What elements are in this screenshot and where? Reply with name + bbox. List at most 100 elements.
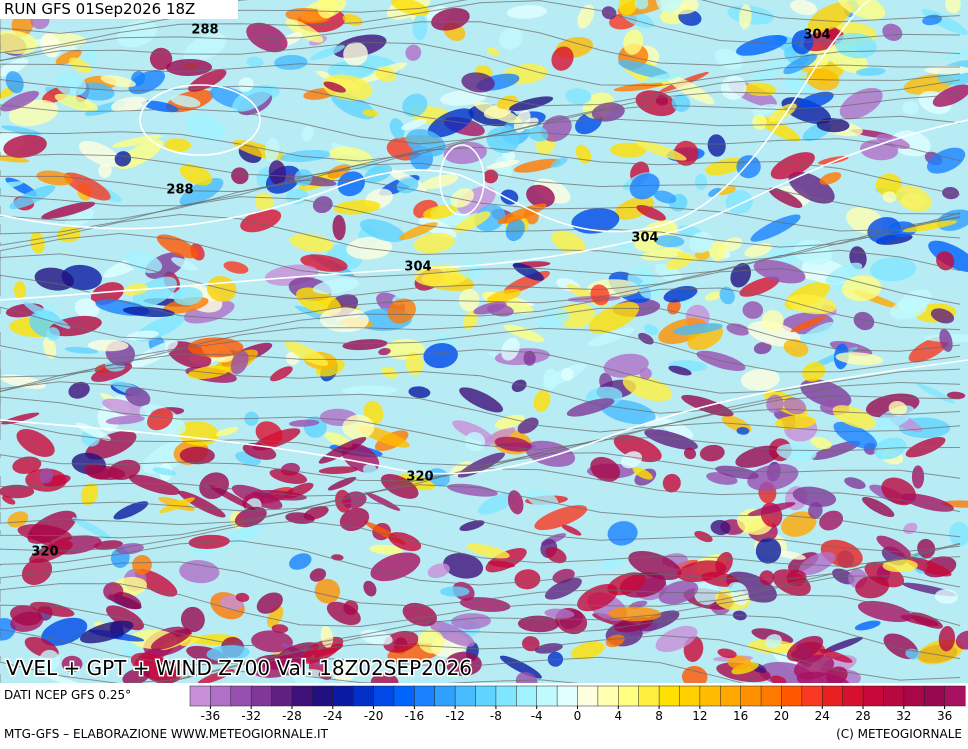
field-blob <box>752 104 779 116</box>
field-blob <box>170 95 201 108</box>
colorbar-swatch <box>720 685 742 707</box>
field-blob <box>179 560 220 584</box>
field-blob <box>264 137 280 163</box>
field-blob <box>704 291 723 301</box>
field-blob <box>910 612 943 629</box>
streamline <box>0 556 961 607</box>
streamline <box>0 249 961 300</box>
field-blob <box>110 96 147 113</box>
field-blob <box>526 184 555 208</box>
field-blob <box>903 556 952 577</box>
field-blob <box>30 231 45 254</box>
streamline <box>0 484 961 538</box>
field-blob <box>474 204 506 232</box>
field-blob <box>64 209 95 228</box>
field-blob <box>417 629 445 654</box>
field-blob <box>458 289 480 312</box>
colorbar-swatch <box>760 685 782 707</box>
streamline <box>0 575 961 628</box>
colorbar-swatch <box>740 685 762 707</box>
field-blob <box>105 415 145 425</box>
field-blob <box>627 266 654 289</box>
field-blob <box>587 327 635 347</box>
colorbar-tick-label: -12 <box>445 709 465 723</box>
field-blob <box>231 484 283 510</box>
field-blob <box>343 42 368 66</box>
field-blob <box>464 431 486 452</box>
colorbar-swatch <box>271 685 293 707</box>
field-blob <box>744 243 773 258</box>
contour-line <box>0 0 871 233</box>
field-blob <box>577 583 618 612</box>
wind-streamlines <box>0 0 961 683</box>
colorbar-swatch <box>577 685 599 707</box>
field-blob <box>643 72 681 84</box>
streamline <box>0 420 961 467</box>
field-blob <box>551 46 574 71</box>
footer-left: MTG-GFS – ELABORAZIONE WWW.METEOGIORNALE… <box>4 727 329 741</box>
field-blob <box>544 608 575 619</box>
field-blob <box>0 374 46 389</box>
field-blob <box>623 29 644 55</box>
field-blob <box>945 0 961 14</box>
streamline <box>0 381 961 433</box>
field-blob <box>309 45 345 61</box>
field-blob <box>514 569 541 590</box>
field-blob <box>911 465 925 489</box>
field-blob <box>443 553 484 579</box>
field-blob <box>246 56 264 68</box>
field-blob <box>79 620 134 644</box>
field-blob <box>230 350 249 375</box>
field-blob <box>728 581 743 593</box>
field-blob <box>655 263 683 283</box>
field-blob <box>71 517 111 539</box>
field-blob <box>55 49 82 65</box>
field-blob <box>786 635 824 662</box>
field-blob <box>68 381 90 399</box>
field-blob <box>736 35 788 56</box>
field-blob <box>487 47 500 56</box>
field-blob <box>130 652 182 683</box>
field-blob <box>342 385 397 396</box>
field-blob <box>402 602 437 627</box>
field-blob <box>924 65 968 75</box>
field-blob <box>246 22 288 53</box>
source-label: DATI NCEP GFS 0.25° <box>4 688 131 702</box>
field-blob <box>445 651 482 677</box>
field-blob <box>0 484 35 499</box>
colorbar-swatch <box>781 685 803 707</box>
field-blob <box>665 74 715 105</box>
field-blob <box>715 465 759 480</box>
field-blob <box>699 444 725 462</box>
field-blob <box>571 208 620 234</box>
map-title: VVEL + GPT + WIND Z700 Val. 18Z02SEP2026 <box>6 656 472 680</box>
colorbar-swatch <box>495 685 517 707</box>
colorbar-swatch <box>434 685 456 707</box>
field-blob <box>796 671 851 683</box>
field-blob <box>832 405 876 429</box>
colorbar-swatch <box>903 685 925 707</box>
streamline <box>0 196 961 248</box>
field-blob <box>387 298 416 324</box>
field-blob <box>747 321 801 347</box>
field-blob <box>561 524 582 536</box>
field-blob <box>156 234 198 259</box>
field-blob <box>662 473 681 493</box>
field-blob <box>589 302 640 334</box>
field-blob <box>228 522 265 544</box>
field-blob <box>171 257 198 271</box>
colorbar-swatch <box>516 685 538 707</box>
field-blob <box>629 173 660 200</box>
colorbar-swatch <box>679 685 701 707</box>
field-blob <box>551 230 586 255</box>
field-blob <box>888 400 907 416</box>
streamline <box>0 131 961 178</box>
field-blob <box>788 171 835 204</box>
field-blob <box>653 190 677 204</box>
field-blob <box>768 187 803 208</box>
field-blob <box>523 117 539 130</box>
field-blob <box>7 511 29 528</box>
field-blob <box>819 648 853 663</box>
field-blob <box>147 408 173 431</box>
